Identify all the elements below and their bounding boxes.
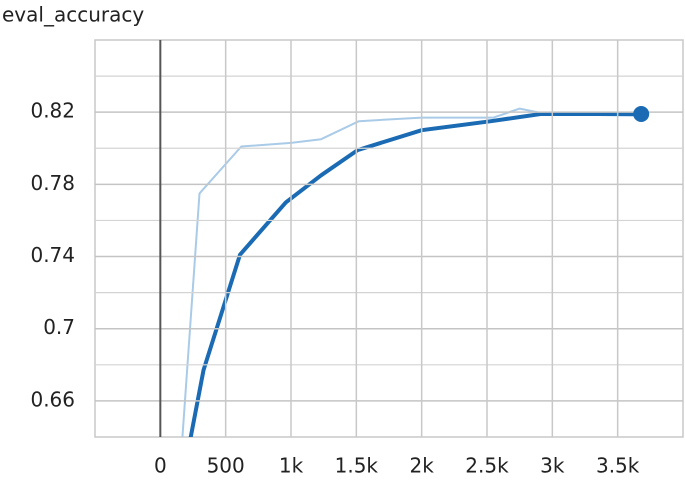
series-line	[181, 107, 643, 437]
plot-frame	[94, 39, 684, 438]
y-tick-label: 0.82	[30, 99, 75, 123]
y-tick-label: 0.74	[30, 243, 75, 267]
plot-area	[181, 107, 644, 437]
x-tick-label: 2k	[410, 454, 435, 478]
x-tick-label: 3.5k	[596, 454, 640, 478]
y-tick-label: 0.66	[30, 387, 75, 411]
x-tick-label: 2.5k	[465, 454, 509, 478]
x-tick-label: 1.5k	[335, 454, 379, 478]
last-point-marker	[633, 105, 650, 122]
x-tick-label: 0	[154, 454, 167, 478]
y-tick-label: 0.78	[30, 171, 75, 195]
series-line	[188, 112, 644, 437]
x-tick-label: 3k	[540, 454, 565, 478]
x-tick-label: 500	[207, 454, 245, 478]
chart-title: eval_accuracy	[2, 3, 144, 27]
y-tick-label: 0.7	[43, 315, 75, 339]
x-tick-label: 1k	[279, 454, 304, 478]
